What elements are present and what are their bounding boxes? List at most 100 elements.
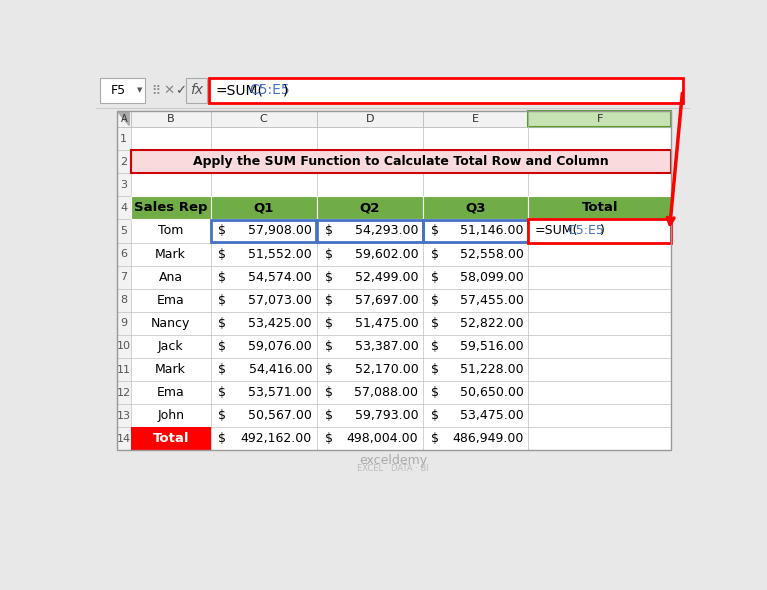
Polygon shape: [118, 112, 129, 126]
Text: 13: 13: [117, 411, 131, 421]
Text: 52,558.00: 52,558.00: [459, 248, 524, 261]
Text: Q1: Q1: [253, 201, 274, 214]
Text: Total: Total: [581, 201, 618, 214]
Text: 53,425.00: 53,425.00: [249, 317, 312, 330]
Text: $: $: [431, 248, 439, 261]
Bar: [211, 220, 316, 242]
Bar: [130, 150, 671, 173]
Text: $: $: [324, 317, 333, 330]
Text: $: $: [431, 224, 439, 237]
Text: 10: 10: [117, 342, 131, 352]
Text: Sales Rep: Sales Rep: [134, 201, 207, 214]
Bar: [117, 111, 671, 127]
Text: ✓: ✓: [175, 84, 186, 97]
Text: EXCEL · DATA · BI: EXCEL · DATA · BI: [357, 464, 429, 473]
Text: $: $: [431, 294, 439, 307]
Text: 53,475.00: 53,475.00: [460, 409, 524, 422]
Text: 54,293.00: 54,293.00: [355, 224, 418, 237]
Text: exceldemy: exceldemy: [359, 454, 427, 467]
Text: 57,088.00: 57,088.00: [354, 386, 418, 399]
Bar: [117, 111, 671, 450]
Bar: [528, 196, 671, 219]
Text: $: $: [219, 317, 226, 330]
Text: ): ): [283, 83, 288, 97]
Text: 54,416.00: 54,416.00: [249, 363, 312, 376]
Bar: [317, 220, 423, 242]
Text: $: $: [431, 317, 439, 330]
Text: 4: 4: [120, 203, 127, 213]
Text: 51,228.00: 51,228.00: [460, 363, 524, 376]
Text: Ana: Ana: [159, 271, 183, 284]
Text: E: E: [472, 114, 479, 124]
Text: 498,004.00: 498,004.00: [347, 432, 418, 445]
Text: $: $: [324, 294, 333, 307]
Text: Total: Total: [153, 432, 189, 445]
Text: Q2: Q2: [360, 201, 380, 214]
Text: F5: F5: [111, 84, 127, 97]
Text: Q3: Q3: [466, 201, 486, 214]
Text: $: $: [324, 386, 333, 399]
Text: 52,499.00: 52,499.00: [355, 271, 418, 284]
Text: 14: 14: [117, 434, 131, 444]
Bar: [100, 78, 145, 103]
Text: =SUM(: =SUM(: [216, 83, 263, 97]
Bar: [423, 220, 528, 242]
Bar: [211, 111, 317, 127]
Text: $: $: [219, 409, 226, 422]
Text: 57,073.00: 57,073.00: [249, 294, 312, 307]
Text: C5:E5: C5:E5: [567, 224, 604, 237]
Bar: [117, 111, 130, 450]
Text: $: $: [219, 271, 226, 284]
Bar: [186, 78, 208, 103]
Text: ⠿: ⠿: [152, 84, 161, 97]
Text: 59,076.00: 59,076.00: [249, 340, 312, 353]
Bar: [209, 78, 683, 103]
Text: $: $: [219, 248, 226, 261]
Text: 53,387.00: 53,387.00: [354, 340, 418, 353]
Text: 486,949.00: 486,949.00: [453, 432, 524, 445]
Text: 2: 2: [120, 157, 127, 166]
Text: 5: 5: [120, 226, 127, 236]
Bar: [211, 196, 317, 219]
Bar: [117, 111, 130, 127]
Text: 58,099.00: 58,099.00: [460, 271, 524, 284]
Text: F: F: [597, 114, 603, 124]
Bar: [423, 196, 528, 219]
Text: ): ): [600, 224, 604, 237]
Text: 57,697.00: 57,697.00: [354, 294, 418, 307]
Text: $: $: [324, 409, 333, 422]
Text: 52,170.00: 52,170.00: [354, 363, 418, 376]
Bar: [423, 111, 528, 127]
Text: $: $: [324, 432, 333, 445]
Text: 7: 7: [120, 272, 127, 282]
Text: 51,475.00: 51,475.00: [354, 317, 418, 330]
Text: ▼: ▼: [137, 87, 142, 93]
Bar: [130, 196, 211, 219]
Text: 1: 1: [120, 133, 127, 143]
Text: $: $: [219, 363, 226, 376]
Text: $: $: [219, 294, 226, 307]
Text: C: C: [260, 114, 268, 124]
Text: $: $: [431, 386, 439, 399]
Text: Apply the SUM Function to Calculate Total Row and Column: Apply the SUM Function to Calculate Tota…: [193, 155, 609, 168]
Text: $: $: [324, 248, 333, 261]
Bar: [317, 196, 423, 219]
Text: D: D: [366, 114, 374, 124]
Text: 12: 12: [117, 388, 131, 398]
Text: $: $: [431, 432, 439, 445]
Text: John: John: [157, 409, 184, 422]
Text: B: B: [167, 114, 174, 124]
Text: 492,162.00: 492,162.00: [241, 432, 312, 445]
Text: =SUM(: =SUM(: [535, 224, 578, 237]
Text: Ema: Ema: [156, 294, 185, 307]
Text: Nancy: Nancy: [151, 317, 190, 330]
Text: 54,574.00: 54,574.00: [249, 271, 312, 284]
Bar: [317, 111, 423, 127]
Text: $: $: [431, 340, 439, 353]
Bar: [117, 111, 671, 450]
Text: 59,793.00: 59,793.00: [354, 409, 418, 422]
Text: 9: 9: [120, 319, 127, 329]
Text: 3: 3: [120, 180, 127, 190]
Text: Tom: Tom: [158, 224, 183, 237]
Text: 59,602.00: 59,602.00: [354, 248, 418, 261]
